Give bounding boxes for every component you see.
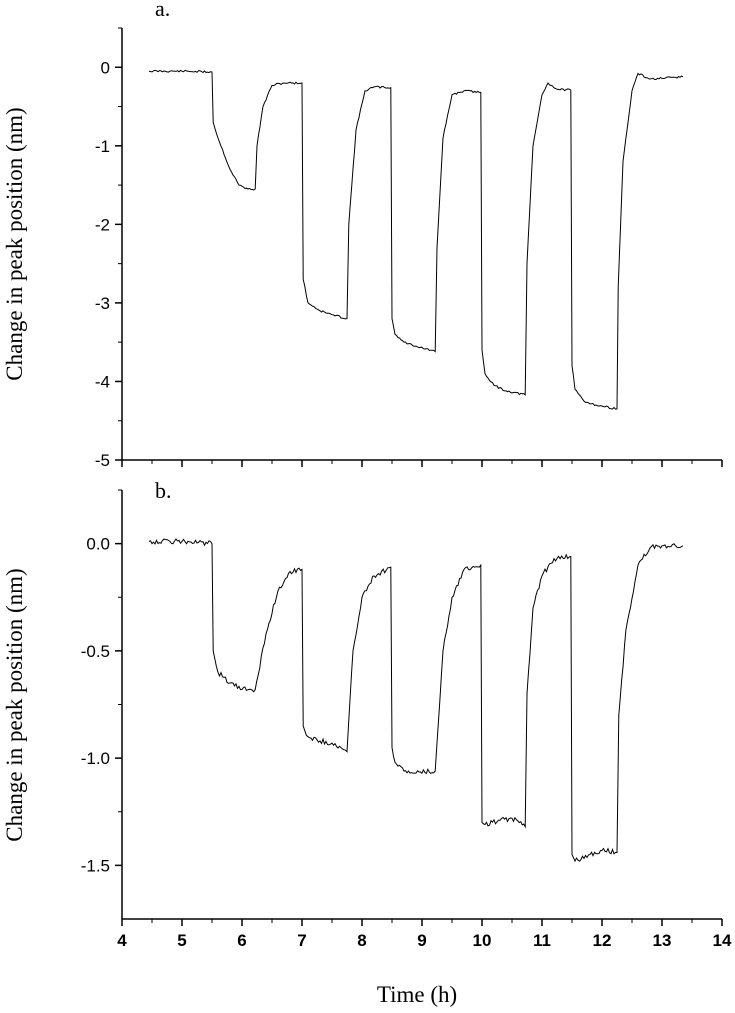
x-tick-label: 5: [177, 931, 186, 950]
y-tick-label: -4: [95, 372, 110, 391]
x-tick-label: 6: [237, 931, 246, 950]
x-tick-label: 11: [533, 931, 551, 950]
panel-a-series-line: [148, 69, 684, 410]
panel-b: b. 0.0 -0.5 -1.0 -1.5 4 5 6 7 8 9 10 11 12 13 14 Chan…: [2, 478, 732, 950]
x-tick-label: 13: [653, 931, 672, 950]
y-tick-label: -5: [95, 451, 110, 470]
y-tick-label: -2: [95, 215, 110, 234]
y-tick-label: -1: [95, 137, 110, 156]
panel-a: a. 0 -1 -2 -3 -4 -5 Change in peak position (…: [2, 0, 723, 470]
x-tick-label: 12: [593, 931, 612, 950]
x-tick-label: 7: [297, 931, 306, 950]
x-tick-label: 14: [713, 931, 732, 950]
panel-b-y-title: Change in peak position (nm): [2, 568, 27, 841]
panel-b-y-ticks: 0.0 -0.5 -1.0 -1.5: [81, 489, 122, 875]
panel-a-y-title: Change in peak position (nm): [2, 107, 27, 380]
panel-a-label: a.: [155, 0, 170, 21]
y-tick-label: -1.5: [81, 856, 110, 875]
panel-a-x-ticks: [121, 460, 723, 467]
y-tick-label: -0.5: [81, 642, 110, 661]
x-tick-label: 4: [117, 931, 127, 950]
x-tick-label: 8: [357, 931, 366, 950]
x-tick-label: 10: [473, 931, 492, 950]
y-tick-label: 0.0: [86, 535, 110, 554]
y-tick-label: -1.0: [81, 749, 110, 768]
y-tick-label: 0: [101, 58, 110, 77]
panel-b-series-line: [148, 538, 684, 863]
panel-b-label: b.: [155, 478, 172, 503]
x-axis-title: Time (h): [377, 982, 457, 1007]
y-tick-label: -3: [95, 294, 110, 313]
panel-b-x-ticks: 4 5 6 7 8 9 10 11 12 13 14: [117, 919, 732, 950]
x-tick-label: 9: [417, 931, 426, 950]
panel-a-y-ticks: 0 -1 -2 -3 -4 -5: [95, 27, 122, 470]
